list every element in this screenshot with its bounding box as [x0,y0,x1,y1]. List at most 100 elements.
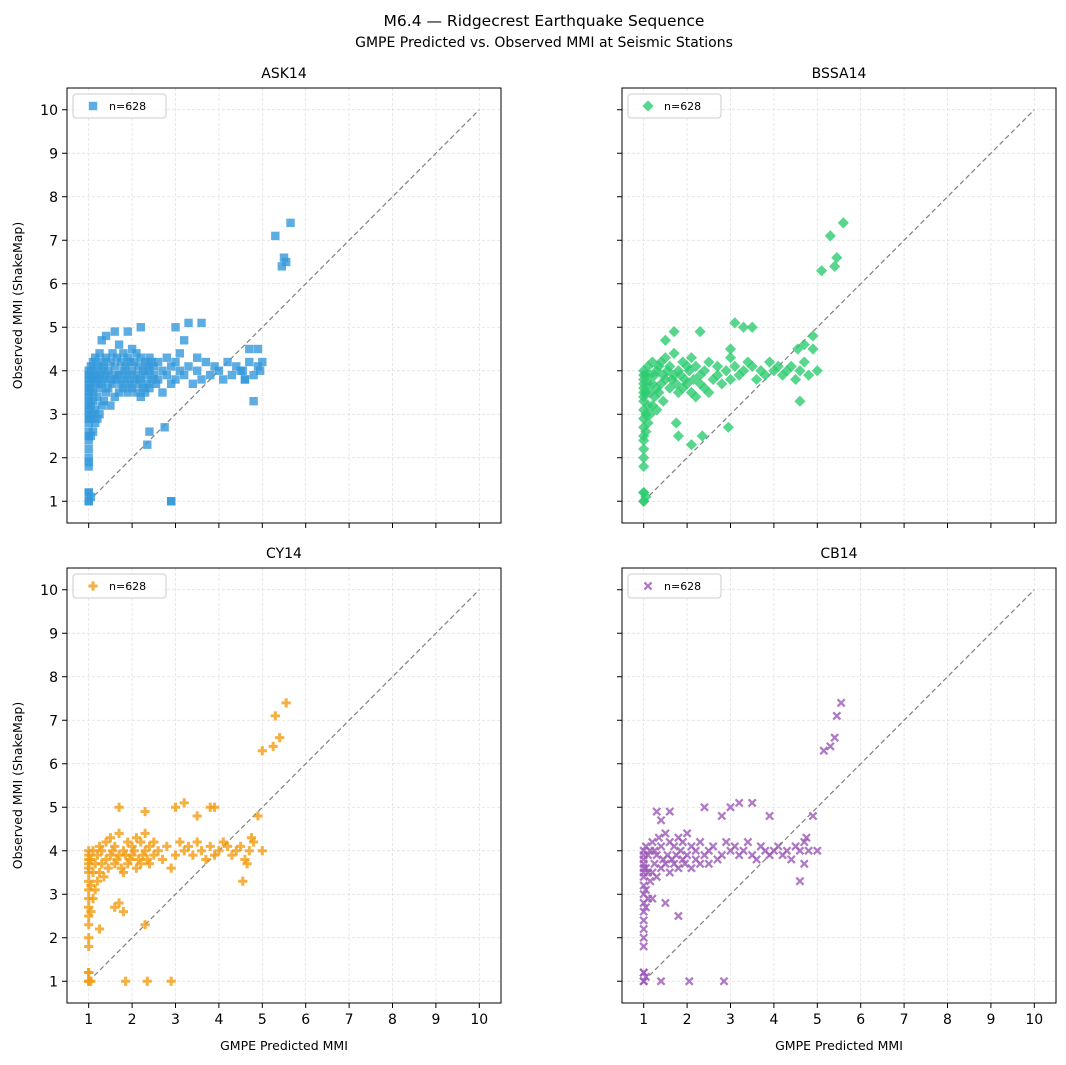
subplot-bssa14: BSSA14 n=628 [617,66,1057,528]
data-point [140,370,150,380]
data-point [125,854,135,865]
data-point [737,321,750,333]
data-point [672,365,685,377]
x-tick-label: 1 [84,1012,93,1028]
data-point [672,430,685,442]
data-point [746,360,758,372]
data-point [117,357,126,367]
data-point [144,859,155,869]
data-point [698,365,711,377]
data-point [286,218,295,228]
data-point [656,842,666,851]
data-point [94,924,105,934]
data-point [127,366,137,375]
data-point [249,397,258,406]
data-point [88,375,98,384]
data-point [84,457,93,467]
data-point [117,379,126,388]
data-point [91,405,100,415]
data-point [112,353,122,362]
data-point [136,392,145,402]
data-point [717,850,727,860]
data-point [101,353,111,362]
data-point [659,334,671,346]
data-point [110,841,120,851]
data-point [704,859,714,869]
data-point [88,410,98,419]
y-axis-label: Observed MMI (ShakeMap) [10,222,25,389]
data-point [105,850,115,860]
data-point [652,872,662,882]
data-point [724,373,737,386]
data-point [123,388,132,397]
data-point [171,323,180,332]
data-point [179,846,189,856]
data-point [670,417,682,429]
data-point [648,369,661,381]
data-point [807,343,819,355]
data-point [668,347,680,359]
data-point [138,383,148,393]
data-point [257,846,267,856]
data-point [84,427,93,436]
x-tick-label: 3 [171,1012,180,1028]
data-point [149,850,159,860]
data-point [136,353,145,362]
data-point [837,217,849,229]
data-point [729,360,741,372]
data-point [781,365,793,377]
data-point [223,357,232,367]
data-point [84,902,94,912]
figure-subtitle: GMPE Predicted vs. Observed MMI at Seism… [355,35,733,51]
data-point [114,850,124,860]
data-point [114,340,124,349]
data-point [674,911,683,921]
data-point [123,370,132,380]
data-point [84,933,94,943]
data-point [668,369,680,381]
data-point [106,401,115,410]
data-point [661,859,670,869]
data-point [209,802,220,812]
data-point [110,370,119,380]
y-tick-label: 8 [49,670,58,686]
data-point [638,460,650,473]
data-point [792,343,804,355]
data-point [642,417,654,429]
axes-frame [66,87,502,524]
x-tick-label: 6 [301,1012,310,1028]
data-point [129,846,139,856]
data-point [678,837,688,847]
data-point [680,859,690,869]
data-point [84,967,94,978]
data-point [650,859,659,869]
data-point [175,349,185,358]
data-point [134,379,143,388]
data-point [257,746,267,756]
data-point [166,976,176,986]
data-point [153,375,163,384]
data-point [197,375,206,384]
data-point [86,431,96,441]
data-point [222,841,233,851]
subplot-ask14: ASK14 1 2 3 4 5 6 7 8 9 10 Observed MMI (ShakeMap) n… [10,66,502,528]
data-point [95,349,104,358]
data-point [127,383,137,393]
data-point [114,828,124,838]
data-point [205,841,215,851]
data-point [88,357,98,367]
x-tick-label: 5 [813,1012,822,1028]
data-point [258,357,267,367]
subplot-cy14: CY14 1 2 3 4 5 6 7 8 9 10 1 2 3 4 5 6 7 8 9 10 GMPE Predicted… [10,546,502,1053]
data-point [645,876,655,886]
data-point [160,423,169,432]
data-point [140,388,150,397]
data-point [698,382,711,394]
data-point [271,231,280,241]
data-point [281,698,291,708]
data-point [149,362,158,371]
legend-label: n=628 [109,580,146,593]
data-point [86,880,96,891]
subplot-title: CB14 [820,546,857,562]
data-point [650,846,659,856]
